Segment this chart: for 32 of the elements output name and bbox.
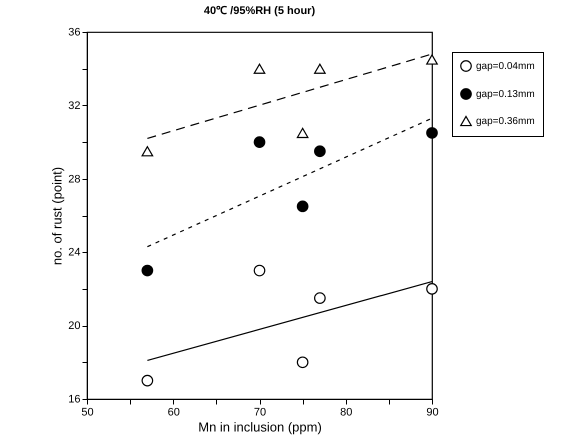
point <box>296 128 308 138</box>
point <box>426 127 438 139</box>
point <box>254 136 266 148</box>
point <box>426 54 438 65</box>
point <box>254 64 266 74</box>
point <box>142 146 154 156</box>
y-axis-title: no. of rust (point) <box>49 166 64 266</box>
y-tick-label: 16 <box>68 394 80 406</box>
point <box>314 64 326 74</box>
legend-label: gap=0.04mm <box>476 61 535 72</box>
point <box>296 200 308 212</box>
chart-title: 40℃ /95%RH (5 hour) <box>204 5 316 17</box>
x-tick-label: 90 <box>426 406 439 418</box>
point <box>142 264 154 276</box>
x-tick-label: 50 <box>81 406 94 418</box>
point <box>426 283 438 295</box>
x-tick-label: 70 <box>254 406 266 418</box>
y-tick-label: 28 <box>68 173 80 186</box>
x-tick-label: 80 <box>340 406 352 418</box>
y-tick-label: 32 <box>68 100 80 112</box>
y-tick-label: 36 <box>68 26 80 38</box>
point <box>254 264 266 276</box>
point <box>142 374 154 386</box>
point <box>296 356 308 368</box>
y-tick-label: 20 <box>68 320 80 332</box>
x-axis-title: Mn in inclusion (ppm) <box>198 420 322 434</box>
point <box>314 292 326 304</box>
legend-label: gap=0.13mm <box>476 89 535 100</box>
point <box>314 145 326 158</box>
y-tick-label: 24 <box>68 246 80 259</box>
legend-label: gap=0.36mm <box>476 116 535 127</box>
x-tick-label: 60 <box>168 406 180 418</box>
